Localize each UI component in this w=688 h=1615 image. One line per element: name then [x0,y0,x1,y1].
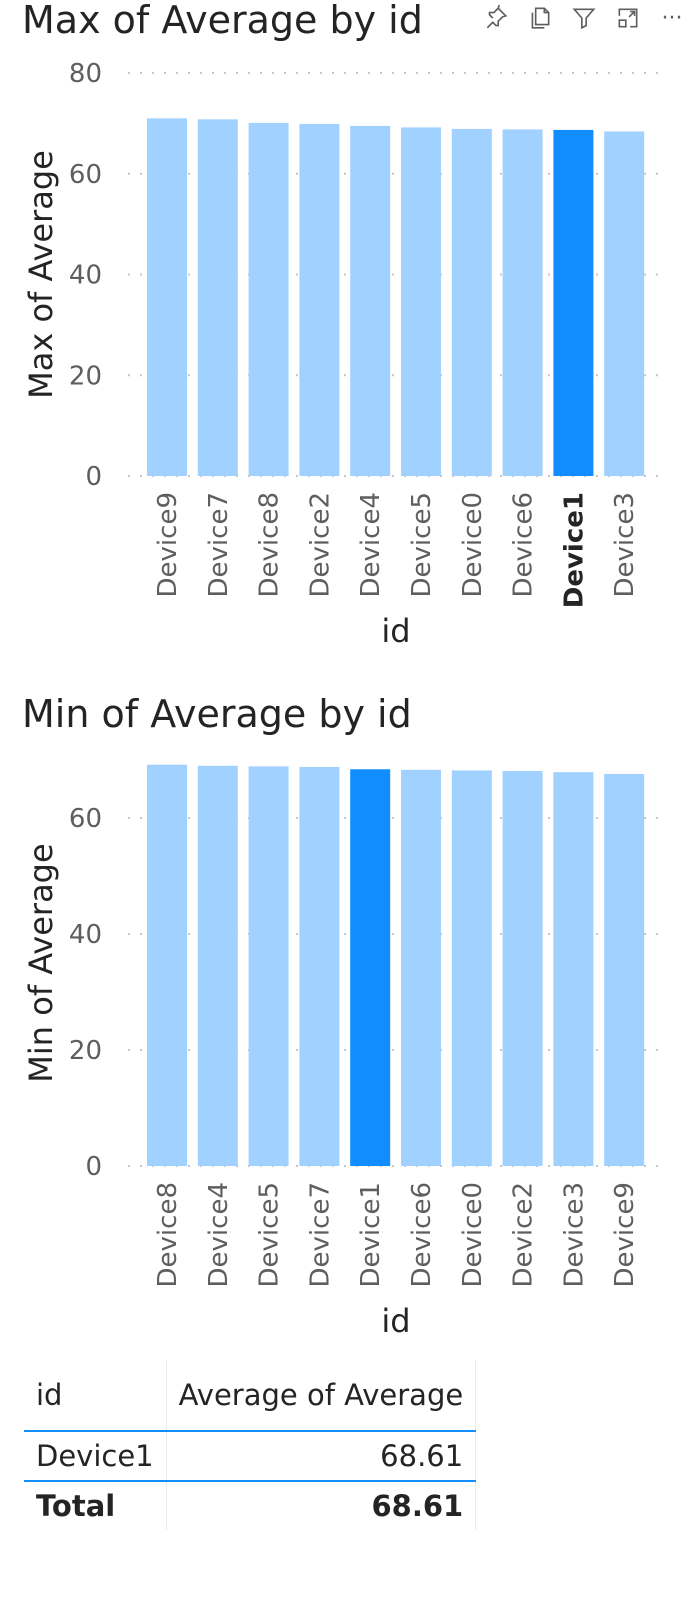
y-axis-title: Min of Average [22,843,60,1082]
x-tick-label[interactable]: Device4 [204,1182,234,1287]
more-options-label: ··· [661,5,683,31]
y-tick-label: 80 [69,59,102,89]
total-row: Total 68.61 [24,1481,477,1530]
x-tick-label[interactable]: Device3 [559,1182,589,1287]
bar-plot[interactable]: 0 20 40 60 80 Device9 Device7 Device8 Device2 Dev… [0,0,688,690]
y-tick-label: 20 [69,361,102,391]
x-tick-label[interactable]: Device5 [255,1182,285,1287]
bar-device1[interactable] [350,769,391,1166]
bar-device5[interactable] [248,766,289,1166]
column-header-id[interactable]: id [24,1360,167,1431]
bar-device0[interactable] [451,770,492,1166]
bar-device2[interactable] [502,771,543,1166]
x-tick-label[interactable]: Device1 [559,492,589,608]
chart-title: Min of Average by id [22,692,412,736]
total-label: Total [24,1481,167,1530]
bar-device7[interactable] [299,766,340,1166]
max-average-chart[interactable]: Max of Average by id ··· 0 20 40 60 80 Device… [0,0,688,690]
focus-mode-icon[interactable] [612,2,644,34]
bar-device8[interactable] [248,122,289,476]
x-tick-label[interactable]: Device5 [407,492,437,597]
total-value: 68.61 [166,1481,477,1530]
y-tick-label: 0 [85,462,102,492]
x-tick-label[interactable]: Device9 [610,1182,640,1287]
x-tick-label[interactable]: Device0 [458,492,488,597]
table-row[interactable]: Device1 68.61 [24,1431,477,1482]
bar-device3[interactable] [553,772,594,1166]
bar-device4[interactable] [350,125,391,477]
x-tick-label[interactable]: Device7 [204,492,234,597]
x-tick-label[interactable]: Device2 [509,1182,539,1287]
x-tick-label[interactable]: Device2 [305,492,335,597]
cell-average: 68.61 [166,1431,477,1482]
bar-device5[interactable] [401,127,441,476]
x-tick-label[interactable]: Device3 [610,492,640,597]
x-tick-label[interactable]: Device6 [509,492,539,597]
visual-toolbar: ··· [480,2,688,34]
bar-device7[interactable] [197,119,238,476]
bar-device9[interactable] [147,118,187,477]
pin-icon[interactable] [480,2,512,34]
bar-device3[interactable] [604,131,645,476]
bar-device6[interactable] [502,129,543,477]
y-tick-label: 0 [85,1152,102,1182]
y-tick-label: 40 [69,920,102,950]
bar-device9[interactable] [604,773,645,1166]
y-tick-label: 60 [69,160,102,190]
x-tick-label[interactable]: Device0 [458,1182,488,1287]
x-tick-label[interactable]: Device7 [305,1182,335,1287]
x-axis-title: id [381,1302,410,1340]
bar-device0[interactable] [451,128,492,476]
x-axis-title: id [381,612,410,650]
more-options-icon[interactable]: ··· [656,2,688,34]
x-tick-label[interactable]: Device1 [356,1182,386,1287]
copy-icon[interactable] [524,2,556,34]
chart-title: Max of Average by id [22,0,423,42]
bar-device6[interactable] [401,769,441,1166]
table-header-row: id Average of Average [24,1360,477,1431]
bar-plot[interactable]: 0 20 40 60 Device8 Device4 Device5 Device7 Devic… [0,690,688,1390]
x-tick-label[interactable]: Device8 [255,492,285,597]
x-tick-label[interactable]: Device9 [153,492,183,597]
average-table[interactable]: id Average of Average Device1 68.61 Tota… [24,1360,477,1530]
bar-device2[interactable] [299,123,340,476]
y-tick-label: 60 [69,804,102,834]
x-tick-label[interactable]: Device6 [407,1182,437,1287]
y-tick-label: 20 [69,1036,102,1066]
min-average-chart[interactable]: Min of Average by id 0 20 40 60 Device8 Devic… [0,690,688,1390]
x-tick-label[interactable]: Device4 [356,492,386,597]
filter-icon[interactable] [568,2,600,34]
column-header-average[interactable]: Average of Average [166,1360,477,1431]
y-tick-label: 40 [69,261,102,291]
x-tick-label[interactable]: Device8 [153,1182,183,1287]
bar-device4[interactable] [197,765,238,1166]
bar-device1[interactable] [553,129,594,476]
y-axis-title: Max of Average [22,150,60,399]
cell-id: Device1 [24,1431,167,1482]
bar-device8[interactable] [147,764,187,1166]
